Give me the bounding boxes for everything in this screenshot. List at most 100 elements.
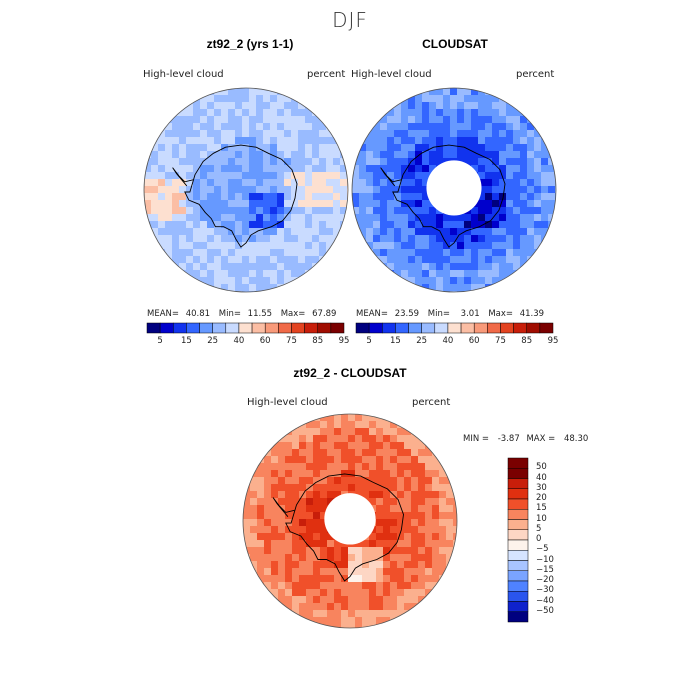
map-cell — [256, 130, 264, 138]
map-cell — [249, 137, 257, 145]
map-cell — [418, 512, 426, 520]
map-cell — [263, 172, 271, 180]
map-cell — [404, 561, 412, 569]
map-cell — [383, 561, 391, 569]
map-cell — [355, 421, 363, 429]
map-cell — [270, 123, 278, 131]
map-cell — [446, 547, 454, 555]
map-cell — [186, 277, 194, 285]
map-cell — [397, 533, 405, 541]
map-cell — [221, 242, 229, 250]
map-cell — [179, 242, 187, 250]
map-cell — [179, 109, 187, 117]
map-cell — [207, 158, 215, 166]
map-cell — [277, 123, 285, 131]
panel1-max-value: 67.89 — [312, 309, 337, 319]
map-cell — [313, 477, 321, 485]
map-cell — [207, 270, 215, 278]
map-cell — [228, 270, 236, 278]
map-cell — [186, 130, 194, 138]
colorbar-tick-label: 40 — [536, 472, 547, 483]
map-cell — [397, 547, 405, 555]
map-cell — [478, 249, 486, 257]
map-cell — [380, 165, 388, 173]
map-cell — [432, 526, 440, 534]
map-cell — [172, 214, 180, 222]
map-cell — [200, 151, 208, 159]
map-cell — [513, 242, 521, 250]
map-cell — [256, 186, 264, 194]
map-cell — [193, 193, 201, 201]
colorbar-swatch — [251, 322, 266, 334]
map-cell — [278, 582, 286, 590]
map-cell — [541, 144, 549, 152]
map-cell — [464, 88, 472, 96]
map-cell — [383, 491, 391, 499]
map-cell — [429, 270, 437, 278]
map-cell — [411, 596, 419, 604]
map-cell — [312, 179, 320, 187]
map-cell — [305, 165, 313, 173]
map-cell — [200, 214, 208, 222]
coastline — [392, 144, 506, 248]
colorbar-tick-label: 0 — [536, 534, 542, 544]
map-cell — [457, 263, 465, 271]
map-cell — [415, 263, 423, 271]
map-cell — [383, 582, 391, 590]
map-cell — [278, 568, 286, 576]
map-cell — [285, 533, 293, 541]
map-cell — [249, 151, 257, 159]
map-cell — [471, 270, 479, 278]
map-cell — [200, 123, 208, 131]
map-cell — [376, 456, 384, 464]
map-cell — [278, 470, 286, 478]
map-cell — [305, 109, 313, 117]
map-cell — [436, 95, 444, 103]
map-cell — [249, 144, 257, 152]
map-cell — [299, 498, 307, 506]
map-cell — [291, 116, 299, 124]
map-cell — [299, 575, 307, 583]
map-cell — [425, 449, 433, 457]
map-cell — [235, 109, 243, 117]
map-cell — [228, 193, 236, 201]
map-cell — [284, 221, 292, 229]
map-cell — [418, 498, 426, 506]
map-cell — [263, 102, 271, 110]
map-cell — [341, 547, 349, 555]
map-cell — [263, 151, 271, 159]
map-cell — [450, 249, 458, 257]
map-cell — [221, 186, 229, 194]
map-cell — [235, 221, 243, 229]
map-cell — [242, 242, 250, 250]
map-cell — [221, 193, 229, 201]
map-cell — [506, 137, 514, 145]
map-cell — [418, 491, 426, 499]
map-cell — [327, 484, 335, 492]
map-cell — [355, 435, 363, 443]
map-cell — [271, 589, 279, 597]
map-cell — [457, 214, 465, 222]
map-cell — [383, 589, 391, 597]
map-cell — [221, 137, 229, 145]
map-cell — [193, 109, 201, 117]
map-cell — [453, 533, 457, 541]
map-cell — [200, 130, 208, 138]
map-cell — [313, 582, 321, 590]
map-cell — [355, 449, 363, 457]
map-cell — [425, 484, 433, 492]
map-cell — [278, 456, 286, 464]
map-cell — [383, 617, 391, 625]
map-cell — [422, 130, 430, 138]
map-cell — [264, 533, 272, 541]
map-cell — [464, 263, 472, 271]
map-boundary — [143, 87, 349, 293]
map-cell — [436, 214, 444, 222]
map-cell — [450, 151, 458, 159]
map-cell — [366, 249, 374, 257]
map-cell — [555, 200, 556, 208]
map-cell — [221, 109, 229, 117]
map-cell — [299, 442, 307, 450]
map-cell — [263, 221, 271, 229]
map-cell — [443, 116, 451, 124]
